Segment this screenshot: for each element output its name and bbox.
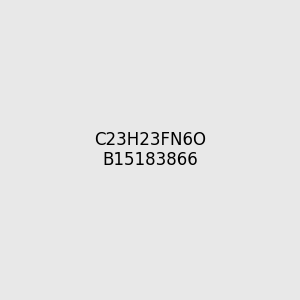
Text: C23H23FN6O
B15183866: C23H23FN6O B15183866: [94, 130, 206, 170]
